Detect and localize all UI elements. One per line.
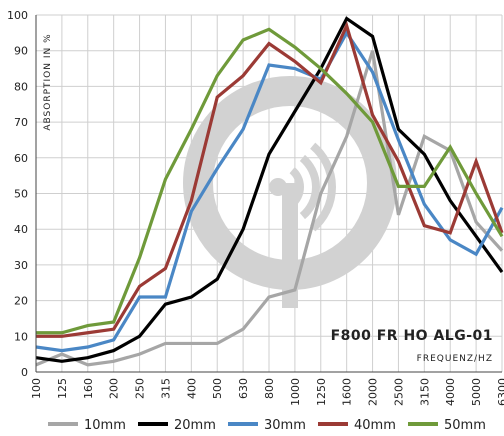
series-line-50mm	[36, 27, 504, 335]
series-line-10mm	[35, 50, 504, 367]
x-tick-label: 5000	[470, 378, 483, 406]
y-tick-labels: 0 10 20 30 40 50 60 70 80 90 100	[7, 9, 28, 379]
watermark-dot	[269, 178, 287, 196]
legend: 10mm 20mm 30mm 40mm 50mm	[48, 418, 486, 433]
watermark-logo	[183, 76, 397, 308]
y-tick-label: 60	[14, 152, 28, 165]
data-series	[35, 16, 504, 367]
y-tick-label: 20	[14, 295, 28, 308]
x-tick-label: 250	[134, 378, 147, 399]
y-tick-label: 30	[14, 259, 28, 272]
legend-label-40mm: 40mm	[354, 418, 396, 433]
watermark-wave	[289, 167, 304, 207]
x-tick-label: 200	[108, 378, 121, 399]
x-tick-labels: 100 125 160 200 250 315 400 500 630 800 1000 1250 16…	[30, 378, 504, 406]
y-tick-label: 50	[14, 188, 28, 201]
chart-title: F800 FR HO ALG-01	[331, 328, 493, 344]
legend-label-50mm: 50mm	[444, 418, 486, 433]
axes	[35, 15, 502, 373]
x-tick-label: 1000	[289, 378, 302, 406]
legend-label-10mm: 10mm	[84, 418, 126, 433]
x-axis-label: FREQUENZ/HZ	[417, 354, 493, 364]
y-tick-label: 100	[7, 9, 28, 22]
y-axis-label: ABSORPTION IN %	[43, 33, 53, 130]
x-tick-label: 500	[211, 378, 224, 399]
series-line-20mm	[35, 16, 504, 363]
x-tick-label: 6300	[496, 378, 504, 406]
y-tick-label: 80	[14, 80, 28, 93]
y-tick-label: 0	[21, 366, 28, 379]
x-tick-label: 2000	[367, 378, 380, 406]
series-line-40mm	[36, 21, 504, 338]
x-tick-label: 125	[56, 378, 69, 399]
x-tick-label: 315	[159, 378, 172, 399]
watermark-wave	[310, 142, 336, 232]
x-tick-label: 400	[185, 378, 198, 399]
x-tick-label: 800	[263, 378, 276, 399]
legend-label-20mm: 20mm	[174, 418, 216, 433]
x-tick-label: 100	[30, 378, 43, 399]
watermark-stem	[282, 183, 298, 308]
series-line-30mm	[35, 29, 504, 353]
x-tick-label: 1250	[315, 378, 328, 406]
x-tick-label: 2500	[392, 378, 405, 406]
x-tick-label: 3150	[418, 378, 431, 406]
y-tick-label: 90	[14, 45, 28, 58]
y-tick-label: 70	[14, 116, 28, 129]
x-tick-label: 630	[237, 378, 250, 399]
x-tick-label: 4000	[444, 378, 457, 406]
x-tick-label: 1600	[341, 378, 354, 406]
x-tick-label: 160	[82, 378, 95, 399]
watermark-wave	[299, 154, 320, 220]
y-tick-label: 10	[14, 330, 28, 343]
legend-label-30mm: 30mm	[264, 418, 306, 433]
y-tick-label: 40	[14, 223, 28, 236]
